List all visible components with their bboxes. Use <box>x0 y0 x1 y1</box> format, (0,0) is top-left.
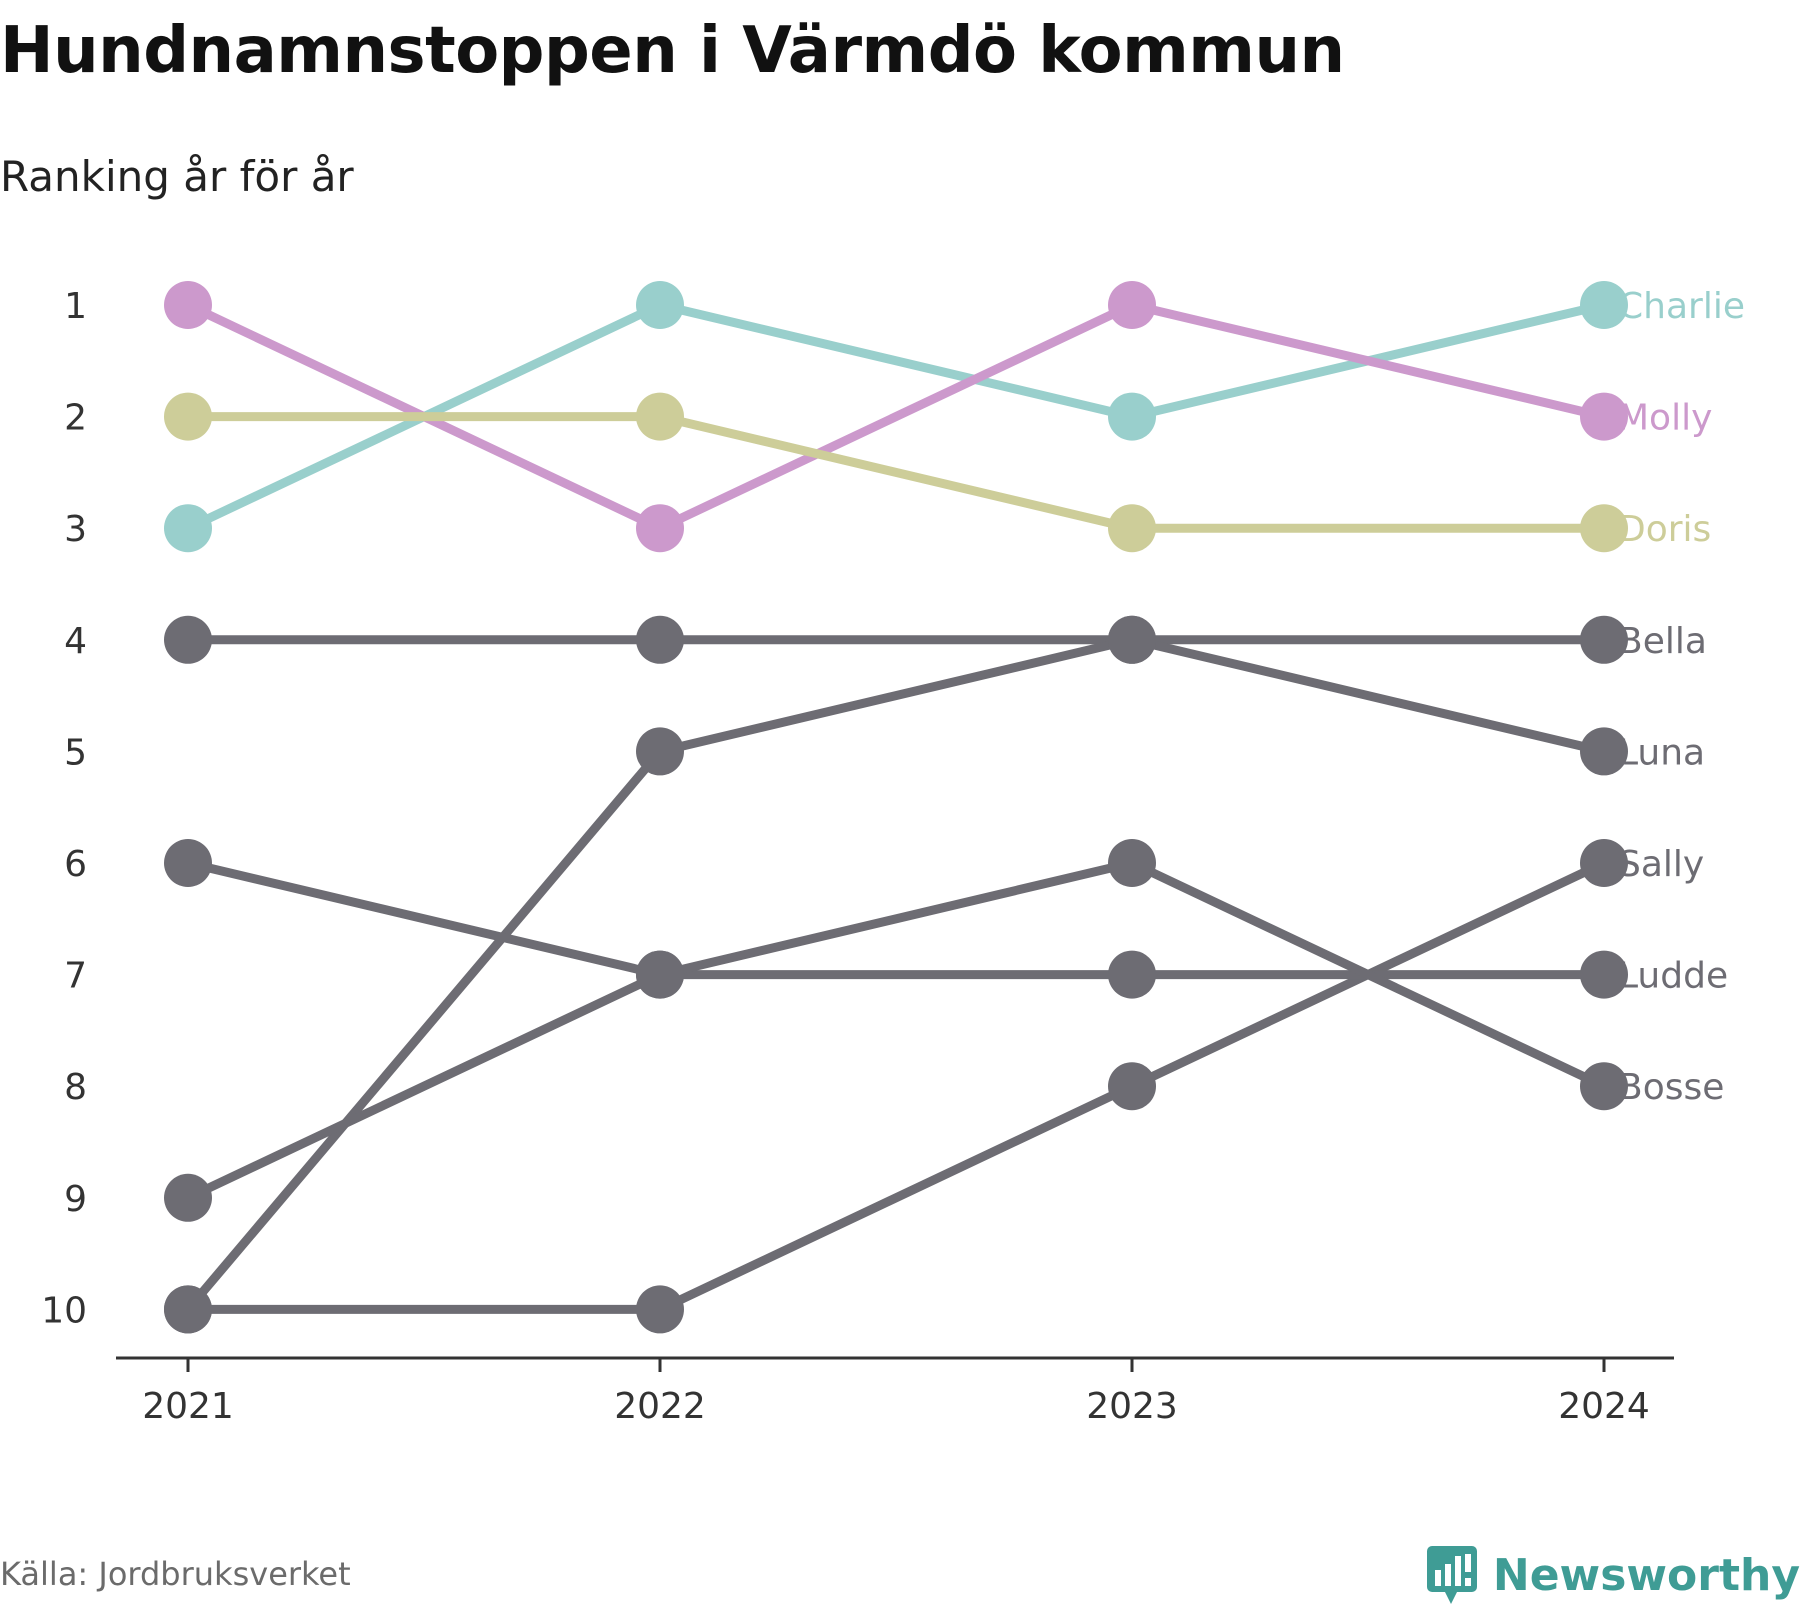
data-point-sally <box>164 1285 212 1334</box>
series-label-bosse: Bosse <box>1618 1067 1724 1108</box>
data-point-luna <box>636 727 684 776</box>
source-note: Källa: Jordbruksverket <box>0 1555 351 1593</box>
series-line-bosse <box>183 858 1609 1203</box>
y-tick-label: 9 <box>64 1179 87 1220</box>
x-tick-label: 2024 <box>1558 1386 1650 1427</box>
bar-chart-speech-bubble-icon <box>1426 1546 1477 1604</box>
data-point-ludde <box>1580 950 1628 999</box>
data-point-charlie <box>1108 392 1156 441</box>
data-point-sally <box>1108 1062 1156 1111</box>
data-point-sally <box>1580 839 1628 887</box>
series-line-doris <box>183 412 1609 533</box>
brand: Newsworthy <box>1426 1546 1800 1604</box>
y-tick-label: 10 <box>41 1290 87 1331</box>
x-tick-label: 2022 <box>614 1386 706 1427</box>
x-tick-label: 2023 <box>1086 1386 1178 1427</box>
data-point-doris <box>1580 504 1628 553</box>
y-tick-label: 1 <box>64 286 87 327</box>
data-point-ludde <box>164 839 212 887</box>
data-point-molly <box>164 281 212 329</box>
data-point-sally <box>636 1285 684 1334</box>
data-point-bosse <box>164 1173 212 1222</box>
series-label-bella: Bella <box>1618 621 1707 662</box>
data-point-doris <box>1108 504 1156 553</box>
series-label-luna: Luna <box>1618 732 1705 773</box>
series-line-sally <box>183 858 1609 1314</box>
data-point-bella <box>164 615 212 664</box>
series-label-molly: Molly <box>1618 398 1712 439</box>
data-point-bella <box>636 615 684 664</box>
series-label-doris: Doris <box>1618 509 1711 550</box>
y-tick-label: 6 <box>64 844 87 885</box>
x-tick-label: 2021 <box>142 1386 234 1427</box>
data-point-ludde <box>1108 950 1156 999</box>
y-tick-label: 3 <box>64 509 87 550</box>
data-point-doris <box>164 392 212 441</box>
brand-name: Newsworthy <box>1492 1549 1800 1601</box>
series-line-luna <box>183 635 1609 1314</box>
chart-subtitle: Ranking år för år <box>0 152 354 201</box>
data-point-luna <box>1580 727 1628 776</box>
data-point-charlie <box>1580 281 1628 329</box>
y-tick-label: 4 <box>64 621 87 662</box>
data-point-bosse <box>1108 839 1156 887</box>
data-point-luna <box>1108 615 1156 664</box>
y-tick-label: 2 <box>64 398 87 439</box>
y-tick-label: 8 <box>64 1067 87 1108</box>
data-point-doris <box>636 392 684 441</box>
data-point-molly <box>1108 281 1156 329</box>
chart-title: Hundnamnstoppen i Värmdö kommun <box>0 14 1345 88</box>
series-label-sally: Sally <box>1618 844 1704 885</box>
data-point-bosse <box>636 950 684 999</box>
y-tick-label: 5 <box>64 732 87 773</box>
series-label-ludde: Ludde <box>1618 956 1728 997</box>
y-tick-label: 7 <box>64 956 87 997</box>
data-point-charlie <box>636 281 684 329</box>
data-point-charlie <box>164 504 212 553</box>
data-point-bosse <box>1580 1062 1628 1111</box>
data-point-bella <box>1580 615 1628 664</box>
series-label-charlie: Charlie <box>1618 286 1745 327</box>
data-point-molly <box>1580 392 1628 441</box>
data-point-molly <box>636 504 684 553</box>
